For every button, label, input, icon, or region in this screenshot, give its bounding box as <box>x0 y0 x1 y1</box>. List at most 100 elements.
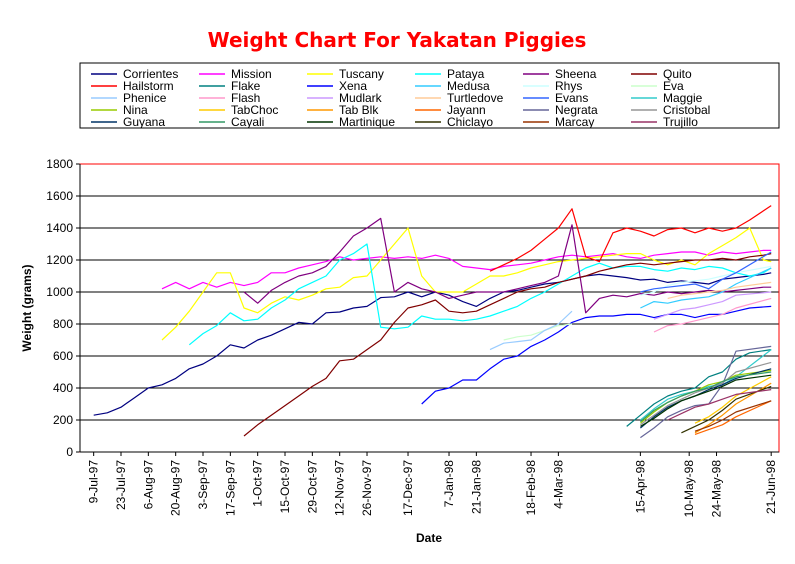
legend-label: Medusa <box>447 79 490 93</box>
x-tick-label: 7-Jan-98 <box>442 460 456 508</box>
y-tick-label: 1000 <box>46 285 73 299</box>
legend-item: Mission <box>199 67 272 81</box>
series-line-pataya <box>188 243 772 346</box>
x-tick-label: 12-Nov-97 <box>333 460 347 516</box>
legend-label: Guyana <box>123 115 165 129</box>
y-tick-label: 800 <box>53 317 73 331</box>
legend-item: Hailstorm <box>91 79 174 93</box>
legend-label: Negrata <box>555 103 598 117</box>
x-tick-label: 15-Apr-98 <box>633 460 647 514</box>
legend-label: Rhys <box>555 79 582 93</box>
series-line-evans <box>640 251 772 293</box>
legend: Corrientes Mission Tuscany Pataya Sheena Quit… <box>91 67 710 129</box>
y-tick-label: 1400 <box>46 221 73 235</box>
legend-item: Martinique <box>307 115 395 129</box>
legend-item: Cristobal <box>631 103 710 117</box>
legend-label: Pataya <box>447 67 485 81</box>
legend-item: Tab Blk <box>307 103 379 117</box>
series-line-mudlark <box>653 291 772 320</box>
legend-label: Corrientes <box>123 67 178 81</box>
legend-label: Chiclayo <box>447 115 493 129</box>
legend-item: Maggie <box>631 91 703 105</box>
plot-border <box>79 163 780 453</box>
legend-label: Jayann <box>447 103 486 117</box>
series-line-mission <box>161 249 772 290</box>
series-line-flake <box>626 349 772 427</box>
x-tick-label: 6-Aug-97 <box>141 460 155 510</box>
y-tick-label: 400 <box>53 381 73 395</box>
x-tick-label: 21-Jan-98 <box>469 460 483 514</box>
x-tick-label: 26-Nov-97 <box>360 460 374 516</box>
y-axis-label: Weight (grams) <box>20 264 34 351</box>
series-line-trujillo <box>667 389 772 421</box>
legend-item: Mudlark <box>307 91 383 105</box>
y-tick-label: 600 <box>53 349 73 363</box>
legend-label: Mudlark <box>339 91 383 105</box>
legend-item: Quito <box>631 67 692 81</box>
x-tick-label: 24-May-98 <box>710 460 724 518</box>
x-tick-label: 17-Sep-97 <box>223 460 237 516</box>
series-line-rhys <box>640 265 772 296</box>
legend-label: Trujillo <box>663 115 698 129</box>
legend-label: Evans <box>555 91 588 105</box>
series-line-xena <box>421 305 772 405</box>
legend-label: Maggie <box>663 91 703 105</box>
x-tick-label: 17-Dec-97 <box>401 460 415 516</box>
legend-item: Corrientes <box>91 67 178 81</box>
x-tick-label: 29-Oct-97 <box>305 460 319 514</box>
x-axis-ticks: 9-Jul-97 23-Jul-97 6-Aug-97 20-Aug-97 3-Sep-… <box>87 452 778 518</box>
legend-item: Marcay <box>523 115 594 129</box>
series-line-quito <box>243 253 772 437</box>
y-tick-label: 1200 <box>46 253 73 267</box>
series-line-sheena <box>243 217 772 314</box>
legend-item: Negrata <box>523 103 598 117</box>
x-tick-label: 3-Sep-97 <box>196 460 210 510</box>
y-tick-label: 1800 <box>46 157 73 171</box>
legend-label: Sheena <box>555 67 597 81</box>
series-line-flash <box>653 297 772 333</box>
series-line-cristobal <box>640 361 772 426</box>
legend-item: Evans <box>523 91 588 105</box>
series-lines <box>93 205 772 439</box>
series-line-marcay <box>694 400 772 432</box>
legend-item: Cayali <box>199 115 264 129</box>
legend-item: Jayann <box>415 103 486 117</box>
legend-item: Flake <box>199 79 261 93</box>
x-axis-label: Date <box>416 531 442 545</box>
legend-item: Phenice <box>91 91 167 105</box>
series-line-phenice <box>489 310 573 351</box>
legend-item: Sheena <box>523 67 597 81</box>
legend-label: Mission <box>231 67 272 81</box>
x-tick-label: 1-Oct-97 <box>251 460 265 507</box>
legend-item: Trujillo <box>631 115 698 129</box>
legend-label: Martinique <box>339 115 395 129</box>
series-line-cayali <box>640 371 772 423</box>
legend-item: Turtledove <box>415 91 504 105</box>
legend-label: Flake <box>231 79 261 93</box>
y-tick-label: 0 <box>66 445 73 459</box>
x-tick-label: 20-Aug-97 <box>169 460 183 516</box>
legend-item: TabChoc <box>199 103 278 117</box>
series-line-martinique <box>640 374 772 427</box>
legend-item: Rhys <box>523 79 582 93</box>
legend-label: Flash <box>231 91 260 105</box>
series-line-hailstorm <box>489 205 772 272</box>
series-line-chiclayo <box>681 385 772 434</box>
legend-label: Tab Blk <box>339 103 379 117</box>
legend-item: Medusa <box>415 79 490 93</box>
legend-item: Guyana <box>91 115 165 129</box>
legend-item: Tuscany <box>307 67 384 81</box>
chart-title: Weight Chart For Yakatan Piggies <box>208 28 587 52</box>
x-tick-label: 9-Jul-97 <box>87 460 101 504</box>
legend-label: TabChoc <box>231 103 278 117</box>
y-axis-ticks: 0 200 400 600 800 1000 1200 1400 1600 1800 <box>46 157 80 459</box>
legend-label: Phenice <box>123 91 167 105</box>
x-tick-label: 15-Oct-97 <box>278 460 292 514</box>
x-tick-label: 21-Jun-98 <box>764 460 778 514</box>
x-tick-label: 18-Feb-98 <box>524 460 538 516</box>
legend-label: Cristobal <box>663 103 710 117</box>
legend-label: Hailstorm <box>123 79 174 93</box>
gridlines <box>80 163 779 421</box>
legend-label: Nina <box>123 103 148 117</box>
